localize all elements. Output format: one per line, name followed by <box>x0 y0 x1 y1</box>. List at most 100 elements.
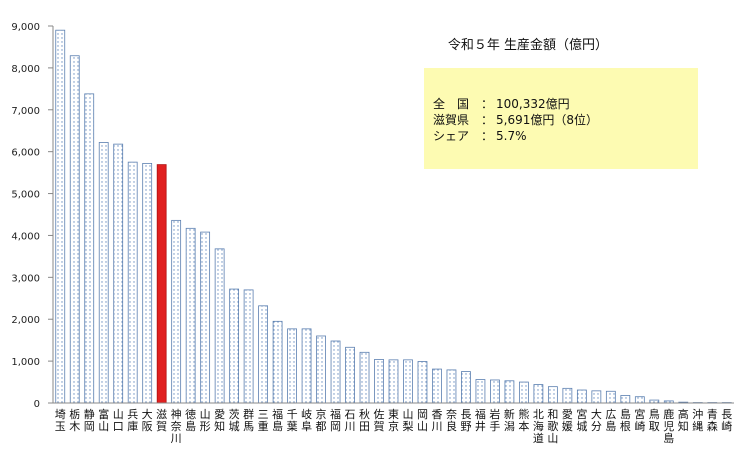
bar-福島 <box>272 320 283 404</box>
x-tick-label: 千葉 <box>287 408 298 433</box>
info-box-text: ： <box>481 129 493 143</box>
info-box-background <box>424 68 698 169</box>
bar-石川 <box>345 346 355 404</box>
x-tick-label: 滋賀 <box>156 408 167 433</box>
bar-岩手 <box>490 379 500 404</box>
bar-香川 <box>432 368 442 404</box>
x-tick-label: 沖縄 <box>692 408 703 433</box>
y-tick-label: 8,000 <box>11 64 40 75</box>
y-tick-label: 6,000 <box>11 148 40 159</box>
x-tick-label: 埼玉 <box>55 407 66 433</box>
x-tick-label: 山梨 <box>402 408 413 433</box>
x-tick-label: 新潟 <box>504 407 515 433</box>
bar-山口 <box>113 143 124 404</box>
bar-広島 <box>605 390 616 404</box>
x-axis-labels: 埼玉栃木静岡富山山口兵庫大阪滋賀神奈川徳島山形愛知茨城群馬三重福島千葉岐阜京都福… <box>55 407 733 445</box>
x-tick-label: 福岡 <box>330 407 341 433</box>
bar-大阪 <box>142 162 153 404</box>
bar-山形 <box>200 231 211 404</box>
bar-宮崎 <box>634 396 645 404</box>
x-tick-label: 静岡 <box>84 407 95 433</box>
x-tick-label: 岩手 <box>489 407 500 433</box>
bar-静岡 <box>84 93 95 404</box>
info-box-text: 滋賀県 <box>433 113 469 127</box>
x-tick-label: 秋田 <box>359 407 370 433</box>
x-tick-label: 佐賀 <box>374 407 385 433</box>
bar-福井 <box>475 379 486 404</box>
bar-奈良 <box>446 369 457 404</box>
y-tick-label: 2,000 <box>11 315 40 326</box>
x-tick-label: 栃木 <box>69 407 80 433</box>
x-tick-label: 京都 <box>316 407 327 433</box>
x-tick-label: 群馬 <box>243 407 254 433</box>
axes <box>52 26 734 404</box>
x-tick-label: 鹿児島 <box>663 407 674 445</box>
bar-兵庫 <box>127 161 138 404</box>
x-tick-label: 山口 <box>113 408 124 433</box>
x-tick-label: 熊本 <box>518 407 529 433</box>
x-tick-label: 和歌山 <box>547 408 558 445</box>
bar-島根 <box>620 395 631 404</box>
x-tick-label: 福井 <box>475 407 486 433</box>
bar-千葉 <box>287 328 297 404</box>
bar-福岡 <box>330 340 341 404</box>
bars <box>55 29 732 404</box>
bar-京都 <box>316 335 326 404</box>
bar-群馬 <box>243 289 254 404</box>
bar-山梨 <box>403 359 413 404</box>
x-tick-label: 高知 <box>678 407 689 433</box>
bar-富山 <box>98 142 109 404</box>
bar-徳島 <box>185 227 196 404</box>
bar-愛知 <box>214 248 225 404</box>
x-tick-label: 広島 <box>605 408 616 433</box>
bar-埼玉 <box>55 29 66 404</box>
bar-三重 <box>258 305 268 404</box>
x-tick-label: 大阪 <box>142 407 153 433</box>
x-tick-label: 愛媛 <box>562 408 573 433</box>
x-tick-label: 徳島 <box>185 408 196 433</box>
x-tick-label: 東京 <box>388 408 399 433</box>
bar-岐阜 <box>301 328 312 404</box>
info-box-text: ： <box>481 97 493 111</box>
x-tick-label: 愛知 <box>214 408 225 433</box>
x-tick-label: 富山 <box>98 407 109 433</box>
y-tick-label: 1,000 <box>11 357 40 368</box>
bar-茨城 <box>229 288 240 404</box>
bar-愛媛 <box>562 387 573 404</box>
x-tick-label: 香川 <box>431 408 442 433</box>
x-tick-label: 青森 <box>707 408 718 433</box>
x-tick-label: 鳥取 <box>649 407 660 433</box>
y-tick-label: 0 <box>34 399 40 410</box>
bar-神奈川 <box>171 219 182 404</box>
bar-栃木 <box>69 55 80 404</box>
x-tick-label: 石川 <box>345 408 356 433</box>
y-axis-ticks: 0 1,000 2,000 3,000 4,000 5,000 6,000 7,000 8,00… <box>11 22 53 410</box>
x-tick-label: 島根 <box>620 407 631 433</box>
y-tick-label: 5,000 <box>11 190 40 201</box>
x-tick-label: 三重 <box>258 408 269 433</box>
x-tick-label: 兵庫 <box>127 408 138 433</box>
bar-北海道 <box>533 384 544 404</box>
chart-title: 令和５年 生産金額（億円） <box>448 37 608 53</box>
x-tick-label: 北海道 <box>533 408 544 445</box>
x-tick-label: 宮城 <box>576 407 587 433</box>
info-box-text: 100,332億円 <box>496 97 570 111</box>
x-tick-label: 岐阜 <box>301 408 312 433</box>
bar-長野 <box>461 371 471 404</box>
bar-大分 <box>591 390 602 404</box>
x-tick-label: 神奈川 <box>171 407 182 445</box>
bar-佐賀 <box>374 359 384 404</box>
y-tick-label: 7,000 <box>11 106 40 117</box>
x-tick-label: 大分 <box>591 407 602 433</box>
info-box-text: 全 国 <box>433 96 469 111</box>
x-tick-label: 長崎 <box>721 408 732 433</box>
x-tick-label: 岡山 <box>417 408 428 433</box>
bar-滋賀 <box>156 164 167 404</box>
x-tick-label: 宮崎 <box>634 407 645 433</box>
x-tick-label: 長野 <box>460 408 471 433</box>
bar-秋田 <box>359 351 370 404</box>
x-tick-label: 茨城 <box>229 407 240 433</box>
bar-新潟 <box>504 380 515 404</box>
info-box-text: ： <box>481 113 493 127</box>
